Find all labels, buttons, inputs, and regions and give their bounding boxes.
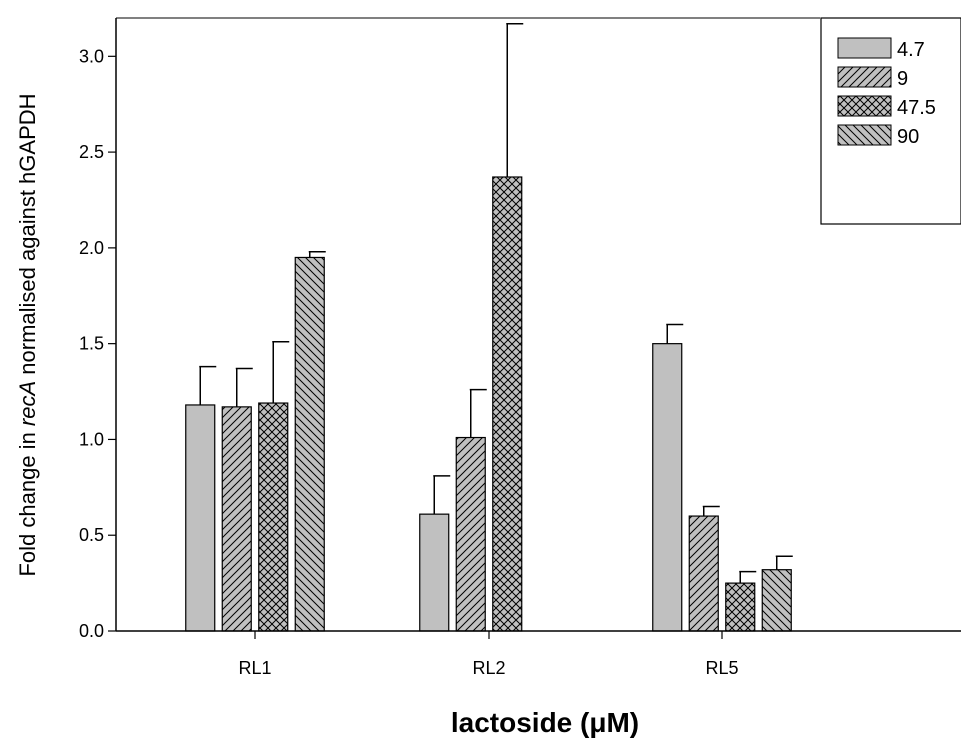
- legend-swatch: [837, 37, 892, 59]
- legend-label: 9: [897, 68, 908, 90]
- bar: [419, 513, 450, 632]
- error-bars: [199, 22, 793, 584]
- bar: [294, 256, 325, 632]
- y-axis-label-part-1: Fold change in: [15, 426, 40, 576]
- x-tick-label: RL2: [472, 658, 505, 678]
- legend: 4.7 9 47.5 90: [820, 17, 961, 225]
- bar: [725, 582, 756, 632]
- bar: [221, 406, 252, 632]
- bar: [258, 402, 289, 632]
- y-axis-label-gene: recA: [15, 381, 40, 426]
- bar: [185, 404, 216, 632]
- bars: [185, 176, 792, 632]
- y-tick-label: 2.5: [79, 142, 104, 162]
- bar: [652, 343, 683, 632]
- bar: [492, 176, 523, 632]
- axes: 0.0 0.5 1.0 1.5 2.0 2.5 3.0 RL1 RL2 RL5: [79, 17, 961, 678]
- y-tick-label: 3.0: [79, 46, 104, 66]
- y-tick-label: 0.0: [79, 621, 104, 641]
- y-axis-label-part-2: normalised against hGAPDH: [15, 93, 40, 380]
- y-tick-label: 1.5: [79, 334, 104, 354]
- x-axis-label: lactoside (μM): [451, 707, 639, 738]
- legend-swatch: [837, 95, 892, 117]
- x-tick-label: RL1: [238, 658, 271, 678]
- legend-swatch: [837, 124, 892, 146]
- x-tick-label: RL5: [705, 658, 738, 678]
- bar: [455, 436, 486, 632]
- y-tick-label: 1.0: [79, 429, 104, 449]
- y-tick-label: 0.5: [79, 525, 104, 545]
- legend-label: 47.5: [897, 97, 936, 119]
- y-axis-label: Fold change in recA normalised against h…: [15, 93, 40, 576]
- bar: [761, 569, 792, 632]
- legend-swatch: [837, 66, 892, 88]
- legend-label: 90: [897, 126, 919, 148]
- y-tick-label: 2.0: [79, 238, 104, 258]
- bar: [688, 515, 719, 632]
- legend-label: 4.7: [897, 39, 925, 61]
